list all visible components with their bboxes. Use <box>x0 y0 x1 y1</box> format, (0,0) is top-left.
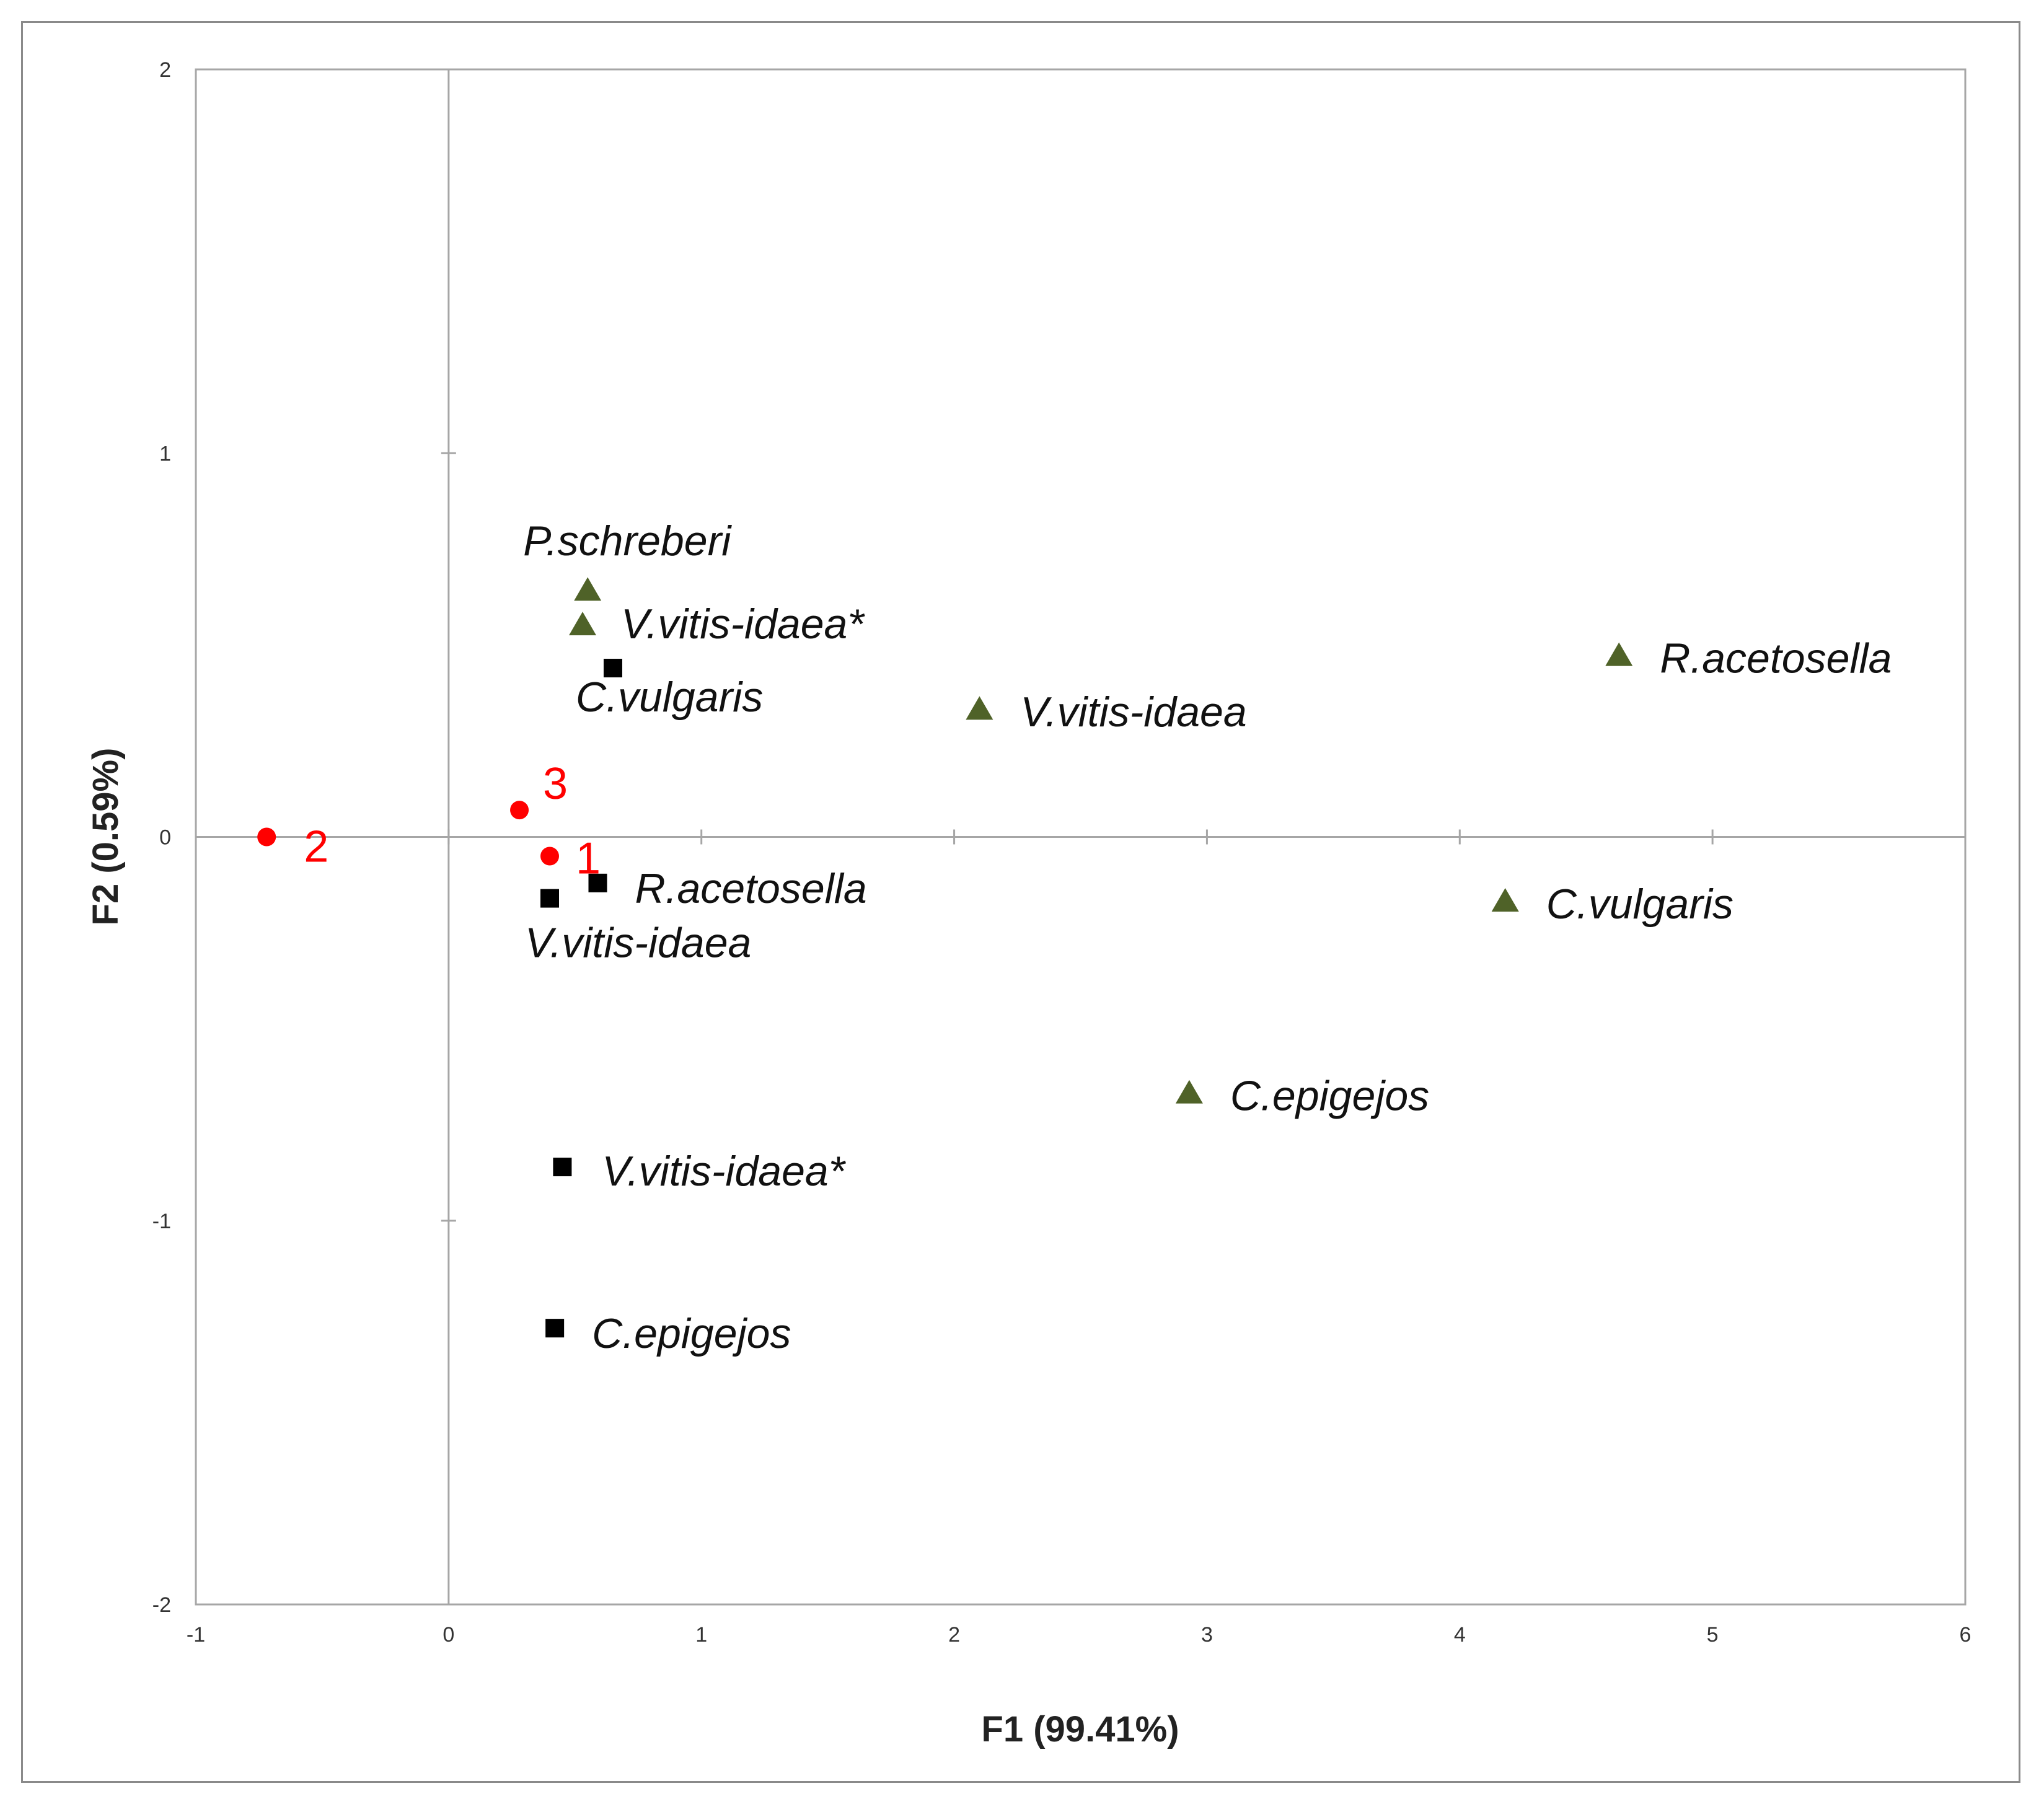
chart-frame <box>21 21 2020 1783</box>
data-point-label: V.vitis-idaea* <box>602 1148 846 1195</box>
data-point-circle <box>540 847 559 866</box>
x-tick-label: 3 <box>1201 1623 1213 1647</box>
data-point-square <box>603 659 622 678</box>
data-point-triangle <box>1605 642 1633 666</box>
x-tick-label: 0 <box>443 1623 454 1647</box>
x-axis-title: F1 (99.41%) <box>981 1709 1179 1749</box>
data-point-label: 2 <box>304 822 328 872</box>
data-point-triangle <box>966 696 993 720</box>
y-tick-label: -1 <box>152 1210 171 1233</box>
data-point-triangle <box>1175 1080 1203 1104</box>
data-point-label: C.vulgaris <box>1546 881 1733 928</box>
data-point-circle <box>510 801 529 820</box>
x-tick-label: 2 <box>948 1623 960 1647</box>
y-tick-label: -2 <box>152 1593 171 1617</box>
data-point-label: V.vitis-idaea* <box>621 601 865 648</box>
data-point-triangle <box>569 612 597 636</box>
y-axis-title: F2 (0.59%) <box>86 748 126 926</box>
data-point-label: V.vitis-idaea <box>1020 689 1246 736</box>
data-point-square <box>553 1158 572 1177</box>
data-marks: 123C.vulgarisR.acetosellaV.vitis-idaeaV.… <box>257 517 1892 1357</box>
data-point-square <box>588 873 607 892</box>
data-point-label: P.schreberi <box>523 517 732 565</box>
x-tick-label: 4 <box>1454 1623 1466 1647</box>
data-point-label: 3 <box>543 759 568 809</box>
axis-ticks: -1 0 1 2 3 4 5 6 -2 -1 0 1 2 <box>152 58 1971 1647</box>
x-tick-label: -1 <box>187 1623 205 1647</box>
x-tick-label: 6 <box>1960 1623 1971 1647</box>
data-point-label: R.acetosella <box>635 865 866 912</box>
data-point-label: C.epigejos <box>1230 1072 1429 1119</box>
data-point-circle <box>257 827 276 847</box>
x-tick-label: 5 <box>1707 1623 1719 1647</box>
x-tick-label: 1 <box>695 1623 707 1647</box>
data-point-label: C.epigejos <box>592 1310 791 1357</box>
data-point-label: C.vulgaris <box>576 674 763 721</box>
data-point-square <box>545 1319 565 1338</box>
y-tick-label: 2 <box>159 58 171 82</box>
data-point-square <box>540 889 559 908</box>
data-point-label: V.vitis-idaea <box>525 920 751 967</box>
zero-lines <box>196 69 1965 1604</box>
y-tick-label: 0 <box>159 826 171 850</box>
data-point-label: R.acetosella <box>1660 635 1892 682</box>
data-point-triangle <box>1491 887 1519 912</box>
data-point-triangle <box>574 577 602 601</box>
y-tick-label: 1 <box>159 442 171 465</box>
